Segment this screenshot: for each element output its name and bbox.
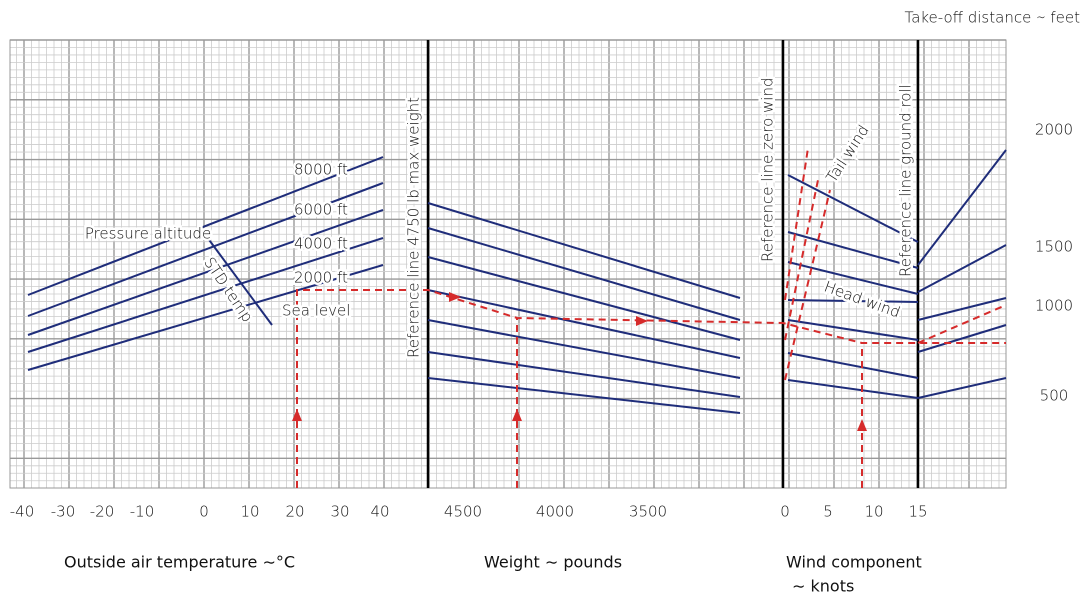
altitude-label: 6000 ft [294,201,348,219]
label: Tail wind [822,122,872,186]
example-line [784,179,819,341]
axis-title: Outside air temperature ∼°C [64,553,295,572]
altitude-label: 4000 ft [294,235,348,253]
distance-unit: Take-off distance ∼ feet [905,9,1081,27]
x-tick-label: 15 [908,503,927,521]
example-line [917,304,1007,344]
grid [9,39,1007,489]
curve [917,377,1007,399]
x-tick-label: 4000 [536,503,574,521]
curve [787,352,919,379]
y-tick-label: 1500 [1035,238,1073,256]
curve [917,297,1007,321]
arrow [636,316,648,326]
x-tick-label: 5 [823,503,833,521]
x-tick-label: 10 [240,503,259,521]
arrow [292,409,302,421]
example-path [292,147,1007,488]
y-tick-label: 1000 [1035,297,1073,315]
altitude-label: 2000 ft [294,269,348,287]
x-tick-label: 40 [370,503,389,521]
curve [27,264,384,371]
axis-title: ∼ knots [792,577,854,596]
frame [9,39,1007,489]
curves [27,149,1007,414]
curve [427,202,741,299]
curve [203,232,273,326]
label: Pressure altitude [85,225,211,243]
curve [427,227,741,321]
x-tick-label: -10 [130,503,155,521]
curve [917,244,1007,293]
y-tick-label: 500 [1040,387,1069,405]
x-tick-label: -20 [90,503,115,521]
curve [917,324,1007,353]
curve [427,377,741,414]
curve [787,319,919,341]
arrow [449,292,461,302]
label: Reference line zero wind [759,78,777,263]
label: Reference line 4750 lb max weight [405,97,423,358]
arrow [512,409,522,421]
curve [427,351,741,398]
x-tick-label: -40 [10,503,35,521]
curve [787,379,919,399]
x-tick-label: 4500 [444,503,482,521]
altitude-label: 8000 ft [294,161,348,179]
altitude-label: Sea level [282,302,350,320]
y-tick-label: 2000 [1035,121,1073,139]
curve [427,256,741,341]
axis-title: Weight ∼ pounds [484,553,622,572]
curve [427,319,741,379]
arrow [857,419,867,431]
curve [787,231,919,269]
x-tick-label: 10 [864,503,883,521]
example-line [784,147,809,301]
axis-title: Wind component [786,553,922,572]
curve [27,182,384,317]
curve [27,209,384,336]
x-tick-label: 0 [199,503,209,521]
x-tick-label: 0 [780,503,790,521]
curve [917,149,1007,266]
curve [787,174,919,243]
x-tick-label: 20 [285,503,304,521]
curve [27,156,384,296]
x-tick-label: 3500 [629,503,667,521]
example-line [784,189,831,381]
x-tick-label: -30 [51,503,76,521]
curve [427,289,741,359]
x-tick-label: 30 [330,503,349,521]
curve [787,299,919,303]
curve [27,237,384,353]
label: Reference line ground roll [897,84,915,277]
curve [787,261,919,295]
